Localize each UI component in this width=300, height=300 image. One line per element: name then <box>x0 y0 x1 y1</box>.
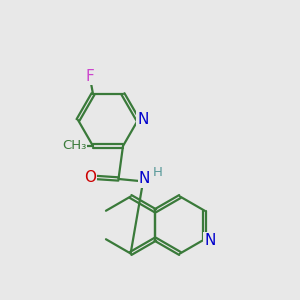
Text: N: N <box>204 233 216 248</box>
Text: H: H <box>153 167 162 179</box>
Text: CH₃: CH₃ <box>62 140 86 152</box>
Text: O: O <box>84 170 96 185</box>
Text: N: N <box>138 112 149 128</box>
Text: F: F <box>85 68 94 83</box>
Text: N: N <box>139 172 150 187</box>
